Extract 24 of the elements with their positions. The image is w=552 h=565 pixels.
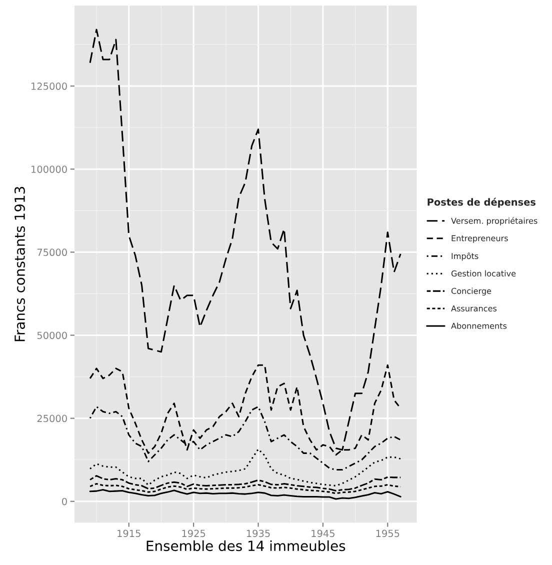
legend-label: Concierge [451, 288, 492, 296]
legend-label: Entrepreneurs [452, 235, 508, 243]
y-axis-title: Francs constants 1913 [14, 186, 25, 342]
legend-title: Postes de dépenses [428, 198, 536, 208]
y-tick-label: 0 [62, 498, 67, 506]
y-tick-label: 50000 [37, 332, 67, 340]
x-tick-label: 1945 [312, 530, 334, 538]
x-tick-label: 1915 [118, 530, 140, 538]
legend-label: Assurances [451, 305, 497, 312]
x-tick-label: 1935 [246, 530, 270, 538]
legend-label: Abonnements [451, 322, 507, 329]
line-series [89, 448, 402, 487]
x-tick-label: 1925 [182, 530, 206, 538]
legend-label: Versem. propriétaires [451, 217, 538, 226]
y-tick-label: 100000 [32, 166, 67, 173]
line-series [89, 475, 402, 492]
y-tick-label: 25000 [37, 414, 67, 422]
x-axis-title: Ensemble des 14 immeubles [146, 540, 346, 552]
y-tick-label: 125000 [32, 82, 67, 90]
x-tick-label: 1955 [376, 530, 400, 538]
y-tick-label: 75000 [37, 248, 67, 256]
legend-label: Impôts [452, 252, 478, 261]
legend-label: Gestion locative [451, 270, 516, 277]
line-series [89, 488, 402, 500]
